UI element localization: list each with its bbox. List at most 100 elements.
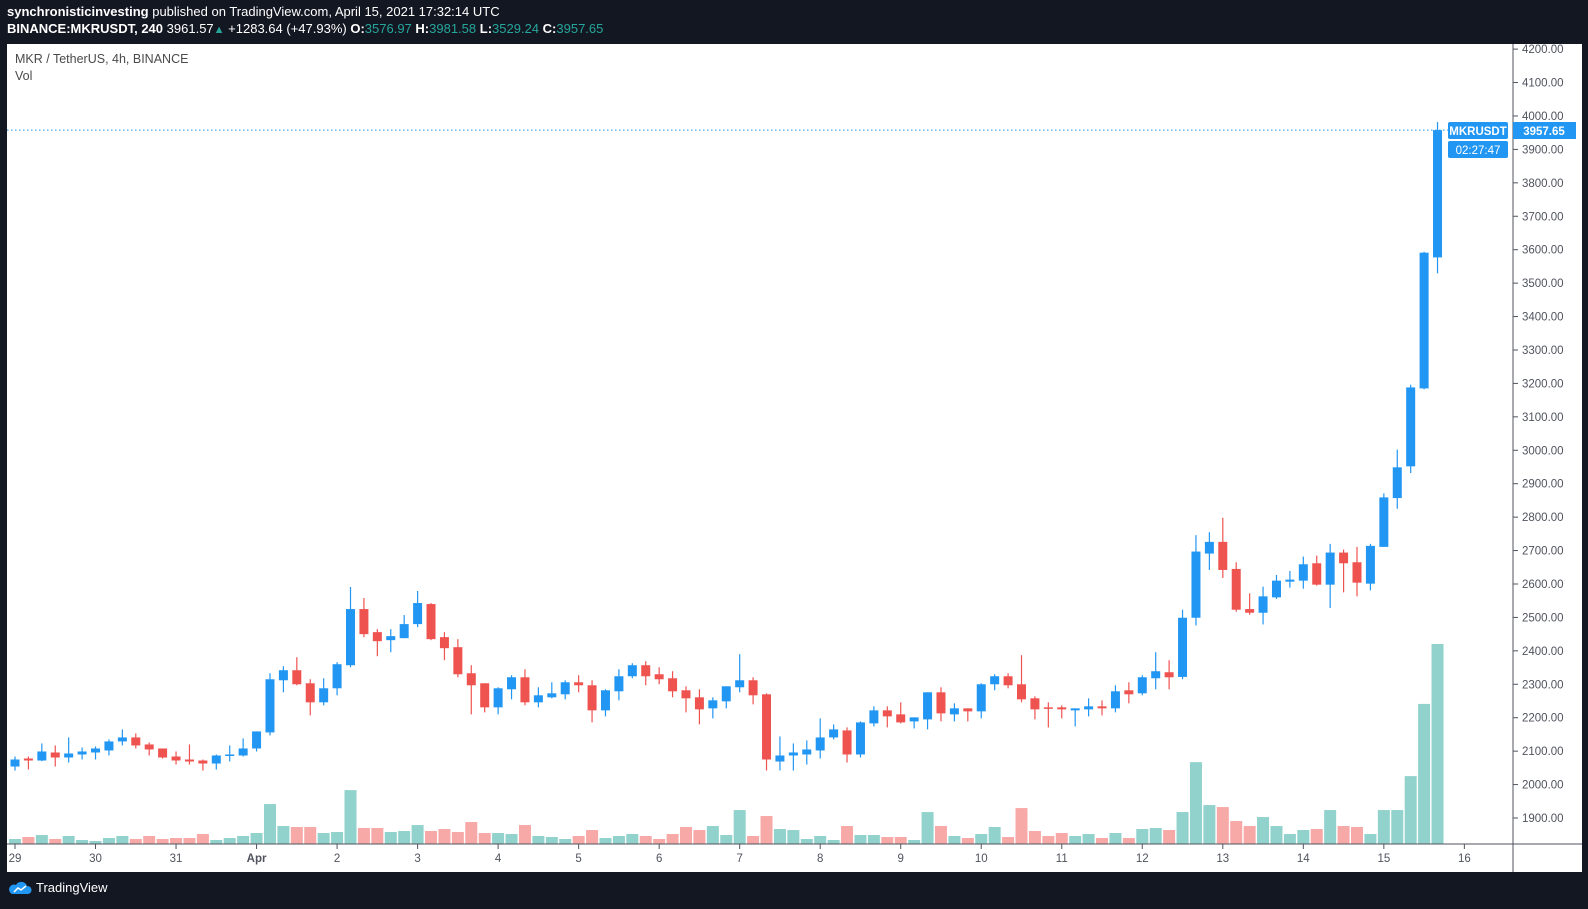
candle[interactable] [1204,532,1214,570]
candle[interactable] [1030,696,1040,720]
candle[interactable] [1406,384,1416,474]
candle[interactable] [1433,122,1443,274]
candle[interactable] [1379,493,1389,547]
candle[interactable] [252,731,262,752]
candle[interactable] [305,679,315,716]
candle[interactable] [1392,449,1402,509]
candle[interactable] [1191,535,1201,626]
candle[interactable] [225,745,235,762]
candle[interactable] [386,629,396,653]
candle[interactable] [842,727,852,763]
candle[interactable] [1285,570,1295,588]
candle[interactable] [654,667,664,685]
candle[interactable] [1097,700,1107,716]
candle[interactable] [50,745,60,767]
candle[interactable] [104,739,114,756]
candle[interactable] [493,687,503,715]
candle[interactable] [949,703,959,722]
candle[interactable] [574,675,584,693]
candle[interactable] [681,686,691,713]
candle[interactable] [762,693,772,771]
volume-legend[interactable]: Vol [15,69,33,83]
candle[interactable] [171,751,181,765]
candle[interactable] [211,754,221,770]
candle[interactable] [963,708,973,722]
candle[interactable] [238,738,248,757]
candle[interactable] [399,615,409,639]
candle[interactable] [600,689,610,717]
candle[interactable] [359,598,369,638]
candle[interactable] [426,603,436,641]
candle[interactable] [855,721,865,758]
candle[interactable] [1084,698,1094,717]
candle[interactable] [1124,682,1134,704]
candle[interactable] [869,706,879,727]
candle[interactable] [1151,652,1161,690]
candle[interactable] [480,683,490,713]
candle[interactable] [788,743,798,771]
candle[interactable] [466,665,476,715]
candle[interactable] [1271,574,1281,600]
candle[interactable] [775,736,785,771]
candle[interactable] [721,686,731,709]
candle[interactable] [896,702,906,724]
candle[interactable] [507,675,517,700]
candle[interactable] [278,666,288,693]
candle[interactable] [292,657,302,686]
candle[interactable] [413,591,423,628]
candle[interactable] [1043,702,1053,728]
candle[interactable] [976,683,986,719]
tradingview-logo[interactable]: TradingView [8,880,108,895]
candle[interactable] [319,678,329,706]
candle[interactable] [829,724,839,740]
candle[interactable] [184,744,194,765]
candle[interactable] [1218,517,1228,578]
candle[interactable] [346,586,355,668]
candle[interactable] [748,677,758,705]
candle[interactable] [936,687,946,722]
series-legend[interactable]: MKR / TetherUS, 4h, BINANCE [15,52,189,66]
candle[interactable] [117,729,127,746]
candle[interactable] [144,742,154,756]
candle[interactable] [614,669,624,701]
candle[interactable] [1110,685,1120,713]
candle[interactable] [64,737,74,763]
candle[interactable] [1017,655,1026,703]
candle[interactable] [802,740,812,765]
candle[interactable] [37,743,47,762]
chart-panel[interactable]: 1900.00 2000.00 2100.00 2200.00 2300.00 2400.… [7,44,1582,872]
candle[interactable] [91,746,101,760]
candle[interactable] [1325,543,1335,609]
candle[interactable] [1298,556,1308,589]
candle[interactable] [520,669,530,706]
candle[interactable] [265,673,275,736]
candlestick-chart[interactable]: 1900.00 2000.00 2100.00 2200.00 2300.00 2400.… [7,44,1582,872]
candle[interactable] [1137,675,1147,696]
candle[interactable] [641,661,651,686]
candle[interactable] [453,639,463,678]
candle[interactable] [1057,705,1067,719]
candle[interactable] [1419,251,1429,390]
candle[interactable] [708,697,718,719]
candle[interactable] [882,706,892,728]
candle[interactable] [1258,586,1268,625]
candle[interactable] [560,680,570,700]
candle[interactable] [668,671,678,698]
candle[interactable] [131,733,141,749]
candle[interactable] [1245,593,1255,615]
author-name[interactable]: synchronisticinvesting [7,4,149,19]
candle[interactable] [198,759,208,771]
candle[interactable] [1365,543,1375,591]
candle[interactable] [1178,609,1188,680]
candle[interactable] [158,748,168,759]
candle[interactable] [10,756,20,771]
candle[interactable] [909,717,919,729]
candle[interactable] [1164,660,1174,690]
candle[interactable] [627,663,637,679]
candle[interactable] [1312,555,1322,586]
candle[interactable] [1352,546,1362,597]
candle[interactable] [547,682,557,699]
candle[interactable] [1003,673,1013,689]
candle[interactable] [735,654,745,693]
candle[interactable] [372,629,382,657]
